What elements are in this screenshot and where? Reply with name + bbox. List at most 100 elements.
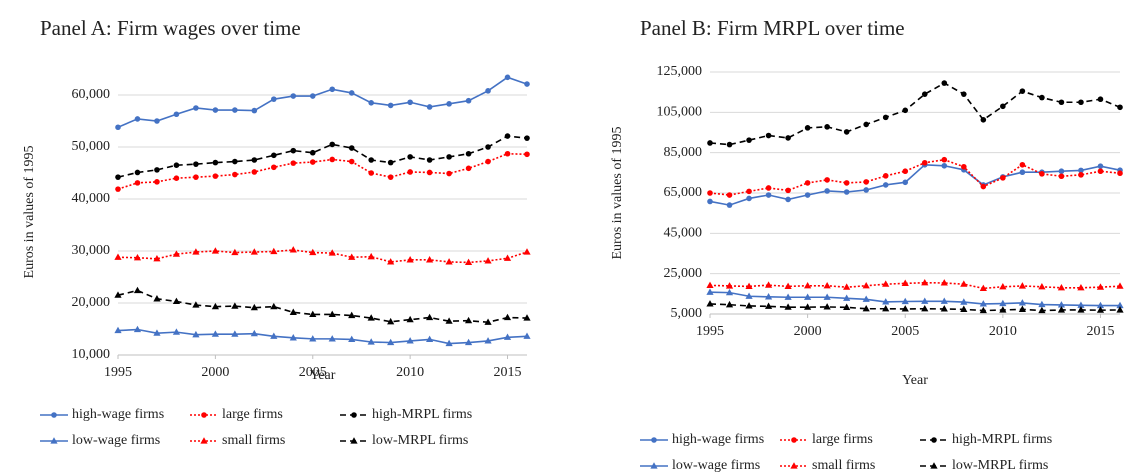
marker [290, 147, 297, 154]
series-line [709, 82, 1121, 146]
marker [503, 254, 512, 261]
legend-label: large firms [222, 407, 283, 422]
marker [1018, 282, 1026, 289]
marker [523, 248, 531, 255]
marker [1000, 103, 1006, 110]
marker [192, 301, 200, 308]
marker [1039, 171, 1045, 177]
marker [134, 169, 141, 176]
marker [941, 156, 948, 163]
marker [484, 318, 492, 325]
marker [784, 303, 792, 310]
marker [524, 81, 530, 87]
x-tick-label: 1995 [696, 324, 724, 339]
y-tick-label: 45,000 [664, 226, 703, 241]
marker [999, 299, 1007, 307]
marker [823, 281, 831, 289]
marker [901, 297, 909, 305]
marker [1097, 163, 1104, 169]
marker [1116, 306, 1124, 313]
marker [426, 313, 434, 321]
marker [746, 195, 752, 202]
marker [270, 332, 278, 339]
marker [192, 330, 200, 338]
marker [173, 111, 180, 118]
marker [824, 177, 830, 183]
marker [1078, 99, 1084, 106]
marker [980, 183, 987, 190]
marker [133, 325, 142, 333]
marker [999, 306, 1007, 313]
marker [726, 202, 733, 208]
marker [484, 257, 492, 264]
marker [426, 335, 434, 342]
marker [1117, 170, 1123, 177]
marker [921, 91, 928, 97]
marker [524, 135, 530, 141]
marker [485, 158, 491, 165]
chart-title: Panel A: Firm wages over time [40, 16, 301, 40]
marker [882, 173, 889, 179]
marker [979, 284, 987, 291]
marker [446, 101, 452, 107]
marker [271, 164, 277, 171]
marker [706, 281, 714, 288]
marker [882, 182, 889, 188]
marker [523, 332, 531, 339]
marker [387, 338, 395, 346]
marker [407, 99, 413, 106]
marker [823, 293, 831, 300]
marker [250, 329, 258, 337]
marker [764, 302, 773, 309]
marker [387, 317, 395, 325]
marker [921, 159, 928, 166]
marker [212, 107, 219, 113]
y-tick-label: 50,000 [72, 139, 111, 154]
marker [882, 298, 890, 305]
marker [960, 305, 968, 312]
marker [843, 180, 850, 186]
legend-label: high-MRPL firms [952, 432, 1052, 447]
marker [348, 311, 356, 319]
series-line [709, 158, 1121, 196]
x-tick-label: 2010 [396, 365, 424, 380]
marker [804, 180, 811, 186]
marker [368, 170, 374, 176]
marker [348, 335, 356, 342]
marker [1058, 168, 1065, 175]
marker [1000, 175, 1006, 181]
x-tick-label: 2010 [989, 324, 1017, 339]
marker [133, 286, 142, 294]
marker [804, 125, 811, 131]
marker [153, 295, 161, 302]
marker [882, 114, 889, 121]
marker [843, 189, 850, 195]
marker [464, 258, 473, 266]
marker [406, 256, 414, 263]
y-axis-label: Euros in values of 1995 [22, 146, 37, 279]
legend-label: low-MRPL firms [952, 458, 1048, 473]
marker [329, 141, 336, 148]
marker [445, 258, 453, 265]
marker [289, 246, 297, 253]
marker [368, 100, 374, 106]
marker [351, 412, 357, 418]
legend-label: low-wage firms [72, 433, 160, 448]
marker [746, 137, 752, 143]
series-line [709, 163, 1121, 206]
marker [367, 338, 375, 345]
marker [50, 437, 58, 444]
marker [1019, 169, 1026, 176]
legend-label: small firms [812, 458, 875, 473]
marker [309, 159, 316, 165]
marker [464, 316, 473, 324]
marker [745, 302, 753, 309]
legend-label: small firms [222, 433, 285, 448]
x-tick-label: 1995 [104, 365, 132, 380]
y-tick-label: 20,000 [72, 295, 111, 310]
x-axis-label: Year [902, 373, 928, 388]
legend-label: high-wage firms [72, 407, 164, 422]
marker [785, 187, 791, 194]
legend-label: high-wage firms [672, 432, 764, 447]
marker [1116, 282, 1124, 289]
